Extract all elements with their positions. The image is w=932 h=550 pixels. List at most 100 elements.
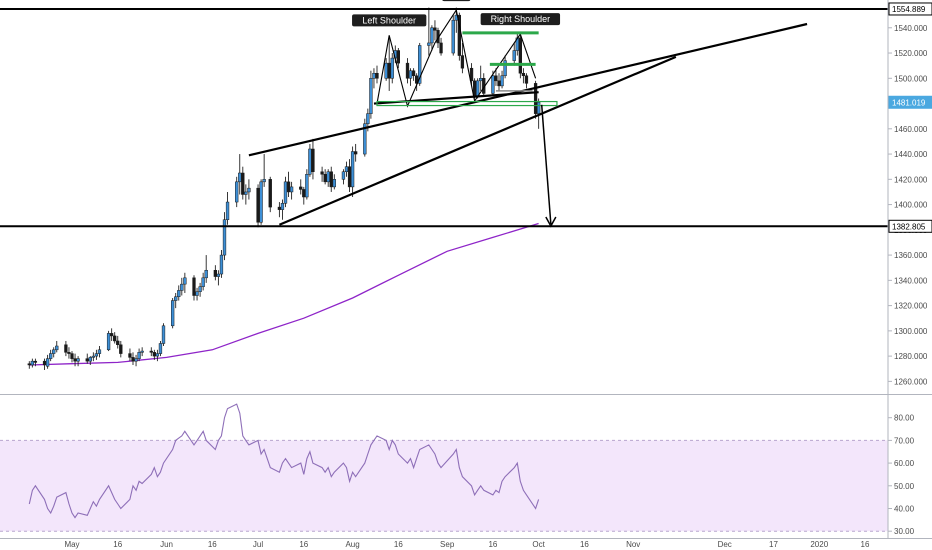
candle-up [52, 347, 56, 358]
candle-up [363, 118, 367, 157]
candle-up [94, 349, 99, 360]
candle-up [204, 255, 208, 283]
candle-down [119, 340, 123, 358]
candle-body [494, 75, 498, 82]
time-tick-label: 16 [113, 540, 122, 549]
rsi-tick-label: 70.00 [894, 436, 915, 445]
candle-down [27, 361, 31, 369]
candle-up [408, 68, 413, 86]
candle-body [116, 340, 120, 346]
price-tick-label: 1520.000 [894, 49, 928, 58]
candle-body [91, 355, 95, 358]
pattern-label-bg [480, 13, 561, 26]
price-tick-label: 1540.000 [894, 24, 928, 33]
candle-body [174, 296, 178, 301]
time-tick-label: Nov [626, 540, 640, 549]
candle-up [91, 352, 95, 362]
pattern-label: Left Shoulder [352, 14, 427, 27]
moving-average-layer [29, 222, 539, 366]
candle-down [439, 37, 443, 56]
candle-body [195, 291, 199, 296]
candle-body [433, 27, 437, 31]
candle-up [137, 348, 141, 362]
candle-body [469, 67, 474, 82]
candle-down [354, 143, 358, 162]
candle-down [387, 35, 391, 91]
candle-down [311, 138, 315, 180]
candle-body [85, 358, 89, 362]
candle-down [113, 332, 117, 344]
candle-up [222, 212, 227, 261]
candle-up [216, 270, 221, 286]
candle-up [430, 25, 434, 51]
time-tick-label: 2020 [810, 540, 828, 549]
candle-up [427, 7, 431, 56]
candle-body [161, 325, 166, 344]
candle-up [503, 55, 507, 79]
candle-up [134, 354, 138, 367]
price-tick-label: 1400.000 [894, 201, 928, 210]
candle-up [183, 272, 187, 293]
price-tick-label: 1280.000 [894, 352, 928, 361]
candle-body [521, 72, 526, 77]
candle-down [299, 179, 303, 195]
price-tick-label: 1440.000 [894, 150, 928, 159]
price-tick-label: 1500.000 [894, 74, 928, 83]
time-tick-label: 16 [861, 540, 870, 549]
candle-up [479, 65, 483, 91]
candle-up [512, 42, 516, 66]
candle-body [97, 349, 102, 354]
candle-body [347, 166, 352, 188]
candle-down [70, 351, 74, 363]
candle-body [27, 363, 31, 366]
price-tick-label: 1300.000 [894, 327, 928, 336]
candle-up [305, 169, 309, 200]
candle-body [131, 357, 135, 362]
candle-down [494, 68, 498, 86]
candle-down [192, 275, 196, 301]
candle-down [518, 35, 523, 79]
candle-down [396, 47, 401, 69]
candle-up [372, 68, 376, 89]
candle-body [320, 171, 324, 175]
candle-up [49, 349, 53, 362]
candle-body [244, 191, 248, 195]
candle-up [283, 176, 288, 208]
candle-down [33, 358, 38, 367]
time-tick-label: 16 [299, 540, 308, 549]
candle-down [42, 358, 47, 371]
candle-body [533, 83, 538, 114]
time-tick-label: Aug [345, 540, 359, 549]
candle-body [222, 219, 227, 256]
drawing-layer [0, 7, 888, 228]
candle-up [369, 70, 373, 119]
candle-up [247, 179, 251, 200]
candle-body [491, 75, 495, 94]
projection-arrow-head [545, 216, 557, 228]
candle-body [305, 174, 309, 198]
candle-body [286, 181, 291, 193]
rsi-tick-label: 40.00 [894, 504, 915, 513]
candle-down [110, 328, 114, 341]
rsi-tick-label: 60.00 [894, 459, 915, 468]
candle-up [174, 292, 178, 309]
trend-line [248, 22, 808, 157]
candle-up [289, 181, 294, 200]
candle-down [286, 171, 291, 197]
candle-down [85, 353, 89, 364]
candle-body [204, 269, 208, 279]
time-tick-label: 16 [488, 540, 497, 549]
candle-body [323, 174, 327, 183]
candle-body [341, 171, 346, 180]
candle-body [262, 179, 266, 183]
candle-body [430, 27, 434, 44]
candle-body [497, 80, 501, 87]
candle-down [433, 20, 437, 41]
candle-body [329, 171, 333, 188]
candle-body [500, 75, 504, 87]
pattern-label: Head [442, 0, 471, 2]
candle-body [418, 45, 422, 84]
candle-body [134, 358, 138, 362]
candle-body [45, 358, 50, 367]
time-tick-label: May [64, 540, 79, 549]
